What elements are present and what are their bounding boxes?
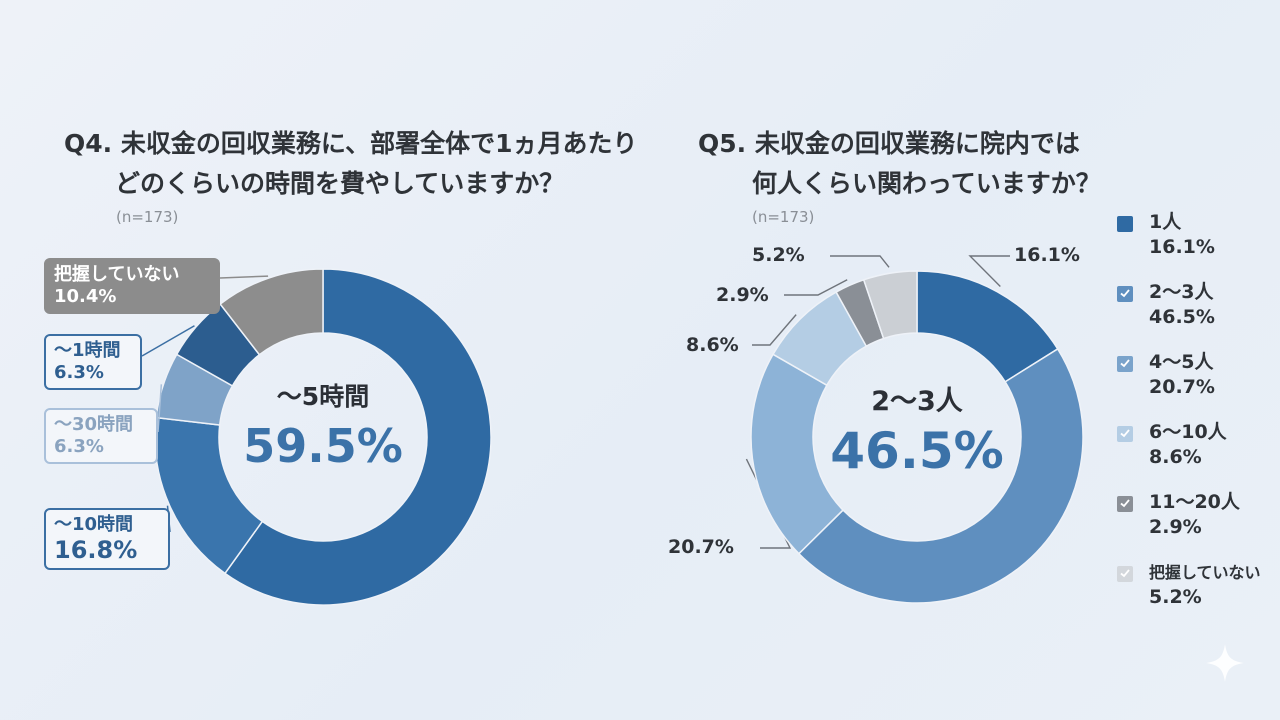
q4-callout-10h-value: 16.8% <box>54 536 138 564</box>
q4-callout-30h-label: 〜30時間 <box>54 414 134 435</box>
q4-panel: Q4. 未収金の回収業務に、部署全体で1ヵ月あたり どのくらいの時間を費やしてい… <box>44 124 638 606</box>
legend-label-unknown: 把握していない <box>1149 563 1261 582</box>
q4-callout-10h-label: 〜10時間 <box>54 514 134 535</box>
legend-label-11-20: 11〜20人 <box>1149 491 1240 513</box>
q5-leader-line-5 <box>830 255 890 268</box>
q5-title-line-1: Q5. 未収金の回収業務に院内では <box>698 129 1080 158</box>
legend-text-4-5: 4〜5人 20.7% <box>1149 350 1215 400</box>
legend-text-6-10: 6〜10人 8.6% <box>1149 420 1227 470</box>
q4-center-label: 〜5時間 <box>277 382 369 411</box>
q5-label-1person: 16.1% <box>1014 244 1080 266</box>
q5-sample-size: (n=173) <box>752 208 815 226</box>
q5-leader-line-4 <box>784 279 848 296</box>
q4-callout-1h-label: 〜1時間 <box>54 340 121 361</box>
legend-check-icon <box>1117 496 1133 512</box>
q4-sample-size: (n=173) <box>116 208 179 226</box>
legend-label-2-3: 2〜3人 <box>1149 281 1214 303</box>
legend-value-6-10: 8.6% <box>1149 446 1202 468</box>
q5-label-4-5: 20.7% <box>668 536 734 558</box>
q4-leader-line-4 <box>219 275 269 279</box>
q5-center-value: 46.5% <box>830 422 1003 480</box>
legend-check-icon <box>1117 566 1133 582</box>
q5-label-11-20: 2.9% <box>716 284 769 306</box>
q5-slice-2 <box>750 353 845 555</box>
legend-text-2-3: 2〜3人 46.5% <box>1149 280 1215 330</box>
legend-label-1person: 1人 <box>1149 211 1182 233</box>
q5-leader-line-3 <box>752 314 797 346</box>
legend-value-11-20: 2.9% <box>1149 516 1202 538</box>
legend-check-icon <box>1117 286 1133 302</box>
q4-callout-30h-value: 6.3% <box>54 436 104 457</box>
legend-text-11-20: 11〜20人 2.9% <box>1149 490 1240 540</box>
legend-value-2-3: 46.5% <box>1149 306 1215 328</box>
q4-title: Q4. 未収金の回収業務に、部署全体で1ヵ月あたり どのくらいの時間を費やしてい… <box>64 124 638 204</box>
legend-value-unknown: 5.2% <box>1149 586 1202 608</box>
q4-slice-0 <box>223 268 492 606</box>
q5-label-unknown: 5.2% <box>752 244 805 266</box>
legend-value-4-5: 20.7% <box>1149 376 1215 398</box>
legend-text-unknown: 把握していない 5.2% <box>1149 560 1261 610</box>
q5-center-label: 2〜3人 <box>871 386 963 417</box>
q5-panel: Q5. 未収金の回収業務に院内では 何人くらい関わっていますか？ (n=173) <box>640 0 1280 720</box>
q4-callout-unknown: 把握していない 10.4% <box>44 258 220 314</box>
q5-title: Q5. 未収金の回収業務に院内では 何人くらい関わっていますか？ <box>698 124 1101 204</box>
q5-slice-1 <box>797 347 1084 604</box>
legend-text-1person: 1人 16.1% <box>1149 210 1215 260</box>
legend-value-1person: 16.1% <box>1149 236 1215 258</box>
q4-slice-4 <box>219 268 324 356</box>
q4-title-line-1: Q4. 未収金の回収業務に、部署全体で1ヵ月あたり <box>64 129 638 158</box>
q4-callout-1h-value: 6.3% <box>54 362 104 383</box>
q5-label-6-10: 8.6% <box>686 334 739 356</box>
q4-callout-1h: 〜1時間 6.3% <box>44 334 142 390</box>
legend-label-6-10: 6〜10人 <box>1149 421 1227 443</box>
q4-title-line-2: どのくらいの時間を費やしていますか？ <box>115 169 565 198</box>
q4-callout-30h: 〜30時間 6.3% <box>44 408 158 464</box>
q5-slice-5 <box>862 270 918 340</box>
q4-leader-line-3 <box>141 325 195 357</box>
sparkle-icon <box>1206 644 1244 682</box>
q4-center-value: 59.5% <box>243 419 403 473</box>
q4-leader-line-2 <box>157 384 163 433</box>
q4-callout-unknown-value: 10.4% <box>54 286 117 307</box>
legend-check-icon <box>1117 426 1133 442</box>
q5-title-line-2: 何人くらい関わっていますか？ <box>752 169 1101 198</box>
q4-callout-unknown-label: 把握していない <box>54 264 180 285</box>
legend-check-icon <box>1117 356 1133 372</box>
q4-callout-10h: 〜10時間 16.8% <box>44 508 170 570</box>
q5-leader-line-0 <box>968 255 1010 288</box>
legend-label-4-5: 4〜5人 <box>1149 351 1214 373</box>
legend-swatch-1person <box>1117 216 1133 232</box>
q4-donut-chart: 〜5時間 59.5% <box>141 268 492 606</box>
